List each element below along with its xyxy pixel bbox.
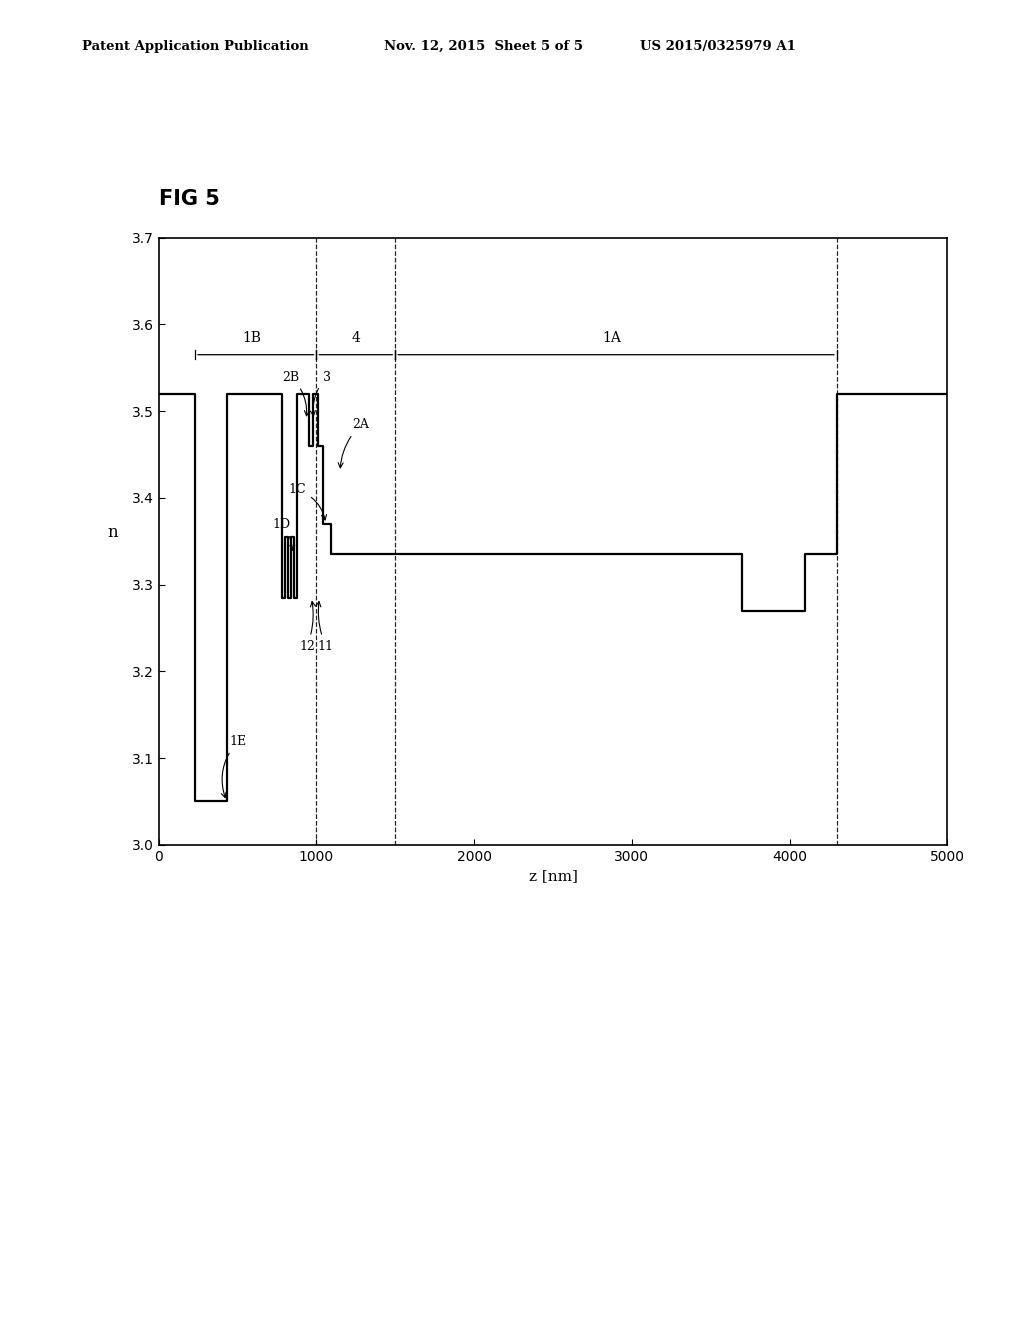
Text: 2B: 2B — [283, 371, 309, 416]
Y-axis label: n: n — [108, 524, 118, 541]
Text: 3: 3 — [310, 371, 331, 416]
Text: Nov. 12, 2015  Sheet 5 of 5: Nov. 12, 2015 Sheet 5 of 5 — [384, 40, 583, 53]
Text: 1D: 1D — [272, 519, 295, 550]
Text: 1B: 1B — [243, 331, 261, 345]
Text: 12: 12 — [299, 602, 315, 652]
Text: 4: 4 — [351, 331, 360, 345]
X-axis label: z [nm]: z [nm] — [528, 869, 578, 883]
Text: FIG 5: FIG 5 — [159, 189, 219, 209]
Text: 1A: 1A — [602, 331, 621, 345]
Text: 1E: 1E — [221, 735, 246, 797]
Text: 1C: 1C — [289, 483, 327, 520]
Text: 11: 11 — [315, 602, 334, 652]
Text: Patent Application Publication: Patent Application Publication — [82, 40, 308, 53]
Text: 2A: 2A — [338, 418, 369, 467]
Text: US 2015/0325979 A1: US 2015/0325979 A1 — [640, 40, 796, 53]
